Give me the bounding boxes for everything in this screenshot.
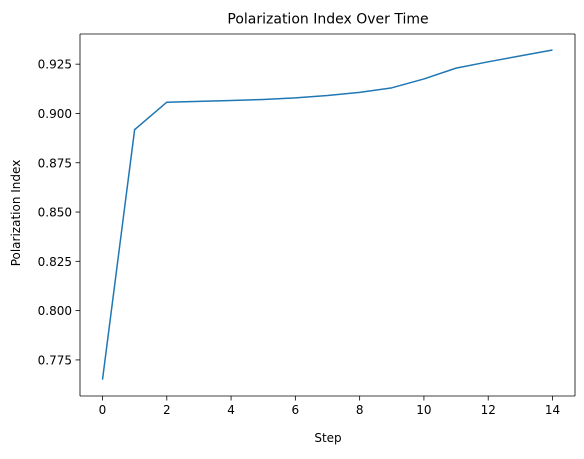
y-axis-label: Polarization Index <box>9 160 23 267</box>
x-tick-label: 10 <box>416 403 431 417</box>
y-tick-label: 0.775 <box>38 353 72 367</box>
x-tick-label: 8 <box>356 403 364 417</box>
y-tick-label: 0.875 <box>38 156 72 170</box>
series-line-0 <box>101 49 553 380</box>
y-tick-label: 0.800 <box>38 304 72 318</box>
y-tick-label: 0.925 <box>38 58 72 72</box>
y-tick-label: 0.850 <box>38 206 72 220</box>
x-tick-label: 12 <box>481 403 496 417</box>
x-tick-label: 6 <box>292 403 300 417</box>
y-tick-label: 0.825 <box>38 255 72 269</box>
y-tick-label: 0.900 <box>38 107 72 121</box>
x-tick-label: 4 <box>227 403 235 417</box>
x-axis-label: Step <box>314 431 341 445</box>
x-tick-label: 2 <box>163 403 171 417</box>
x-tick-label: 14 <box>545 403 560 417</box>
chart-title: Polarization Index Over Time <box>227 12 428 28</box>
x-tick-label: 0 <box>99 403 107 417</box>
plot-area: 0 2 4 6 8 10 12 14 0.775 0.800 0.825 0.850 0.875 0.90… <box>38 33 576 417</box>
